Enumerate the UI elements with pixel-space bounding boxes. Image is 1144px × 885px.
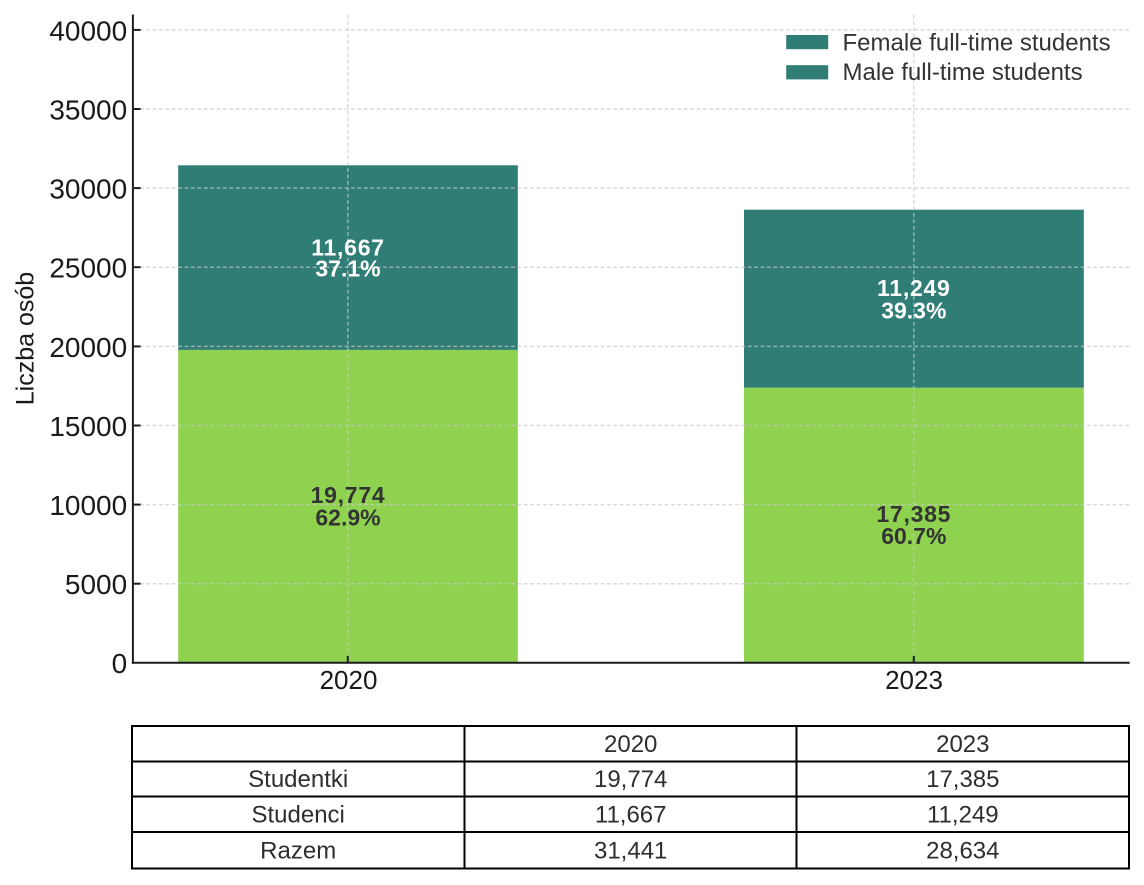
svg-text:60.7%: 60.7% [881,523,946,549]
svg-text:10000: 10000 [49,490,127,521]
svg-text:2020: 2020 [320,665,378,695]
svg-text:31,441: 31,441 [594,837,667,864]
svg-text:25000: 25000 [49,253,127,284]
svg-text:Studenci: Studenci [251,802,344,829]
svg-text:2020: 2020 [604,731,657,758]
svg-text:39.3%: 39.3% [881,297,946,323]
svg-text:2023: 2023 [885,665,943,695]
svg-text:19,774: 19,774 [594,766,667,793]
svg-text:11,667: 11,667 [311,234,385,260]
svg-text:30000: 30000 [49,174,127,205]
svg-text:Female full-time students: Female full-time students [843,29,1111,56]
svg-text:40000: 40000 [49,16,127,47]
svg-text:62.9%: 62.9% [315,504,380,530]
svg-text:Razem: Razem [260,837,336,864]
svg-text:Male full-time students: Male full-time students [843,59,1083,86]
svg-text:28,634: 28,634 [926,837,999,864]
svg-text:35000: 35000 [49,95,127,126]
svg-text:11,249: 11,249 [927,802,999,829]
svg-text:Liczba osób: Liczba osób [12,272,40,405]
svg-text:11,249: 11,249 [877,275,951,301]
svg-text:37.1%: 37.1% [315,256,380,282]
svg-text:15000: 15000 [49,411,127,442]
svg-text:2023: 2023 [936,731,989,758]
svg-text:17,385: 17,385 [876,501,951,527]
svg-text:11,667: 11,667 [595,802,667,829]
svg-text:5000: 5000 [65,569,127,600]
svg-text:17,385: 17,385 [926,766,999,793]
svg-text:Studentki: Studentki [248,766,348,793]
svg-text:20000: 20000 [49,332,127,363]
svg-text:19,774: 19,774 [311,482,386,508]
svg-text:0: 0 [112,648,128,679]
